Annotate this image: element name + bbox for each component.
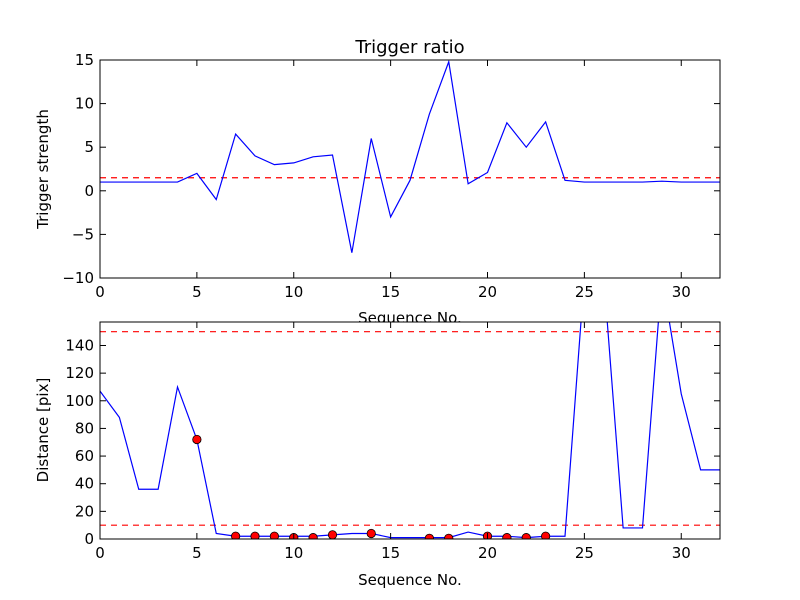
top-axes-frame — [99, 59, 721, 279]
bot-y-tick-label: 0 — [84, 530, 94, 548]
top-chart-title: Trigger ratio — [354, 37, 464, 58]
top-series-group — [100, 60, 720, 253]
bot-y-tick-label: 40 — [75, 475, 94, 493]
top-plot-area — [100, 60, 720, 278]
top-y-tick-label: 0 — [84, 182, 94, 200]
bot-x-tick-label: 15 — [381, 544, 400, 562]
bottom-chart: 0 5 10 15 20 25 30 0 20 40 60 80 100 120 140 Sequence… — [34, 321, 721, 589]
top-x-tick-label: 10 — [284, 283, 303, 301]
top-y-tick-label: −10 — [62, 269, 94, 287]
top-x-tick-label: 0 — [95, 283, 105, 301]
bot-y-tick-label: 120 — [65, 364, 94, 382]
top-x-ticks: 0 5 10 15 20 25 30 — [95, 60, 691, 301]
bottom-y-axis-label: Distance [pix] — [34, 378, 52, 483]
bot-marker-point — [231, 531, 241, 539]
top-series-line-0 — [100, 60, 720, 253]
top-y-tick-label: 15 — [75, 51, 94, 69]
bot-y-tick-label: 140 — [65, 336, 94, 354]
bot-x-tick-label: 30 — [672, 544, 691, 562]
bot-marker-point — [424, 533, 434, 539]
bottom-series-group — [100, 322, 720, 539]
bot-marker-point — [250, 531, 260, 539]
bot-marker-point — [308, 533, 318, 539]
top-x-tick-label: 25 — [575, 283, 594, 301]
top-y-tick-label: 5 — [84, 138, 94, 156]
bot-x-tick-label: 10 — [284, 544, 303, 562]
bot-y-tick-label: 80 — [75, 419, 94, 437]
top-x-tick-label: 30 — [672, 283, 691, 301]
top-x-tick-label: 5 — [192, 283, 202, 301]
bottom-x-ticks: 0 5 10 15 20 25 30 — [95, 322, 691, 562]
bot-y-tick-label: 60 — [75, 447, 94, 465]
top-y-axis-label: Trigger strength — [34, 109, 52, 230]
bot-marker-point — [541, 531, 551, 539]
top-y-tick-label: 10 — [75, 95, 94, 113]
bottom-reference-lines — [100, 331, 720, 526]
bot-marker-point — [327, 530, 338, 539]
bot-marker-point — [444, 533, 454, 539]
bottom-plot-area — [100, 322, 720, 539]
bot-marker-point — [366, 528, 376, 539]
bot-marker-point — [521, 533, 531, 539]
bot-y-tick-label: 100 — [65, 392, 94, 410]
bottom-axes-frame — [99, 321, 721, 540]
bot-y-tick-label: 20 — [75, 502, 94, 520]
bot-x-tick-label: 5 — [192, 544, 202, 562]
bot-series-line-0 — [100, 322, 720, 539]
bottom-x-axis-label: Sequence No. — [358, 571, 462, 589]
top-x-tick-label: 20 — [478, 283, 497, 301]
bot-marker-point — [502, 533, 512, 539]
bot-marker-point — [192, 434, 202, 445]
top-y-ticks: −10 −5 0 5 10 15 — [62, 51, 720, 287]
top-x-tick-label: 15 — [381, 283, 400, 301]
top-y-tick-label: −5 — [72, 225, 94, 243]
bot-x-tick-label: 25 — [575, 544, 594, 562]
bottom-y-ticks: 0 20 40 60 80 100 120 140 — [65, 336, 720, 548]
bot-x-tick-label: 0 — [95, 544, 105, 562]
bot-marker-point — [269, 531, 279, 539]
bot-x-tick-label: 20 — [478, 544, 497, 562]
